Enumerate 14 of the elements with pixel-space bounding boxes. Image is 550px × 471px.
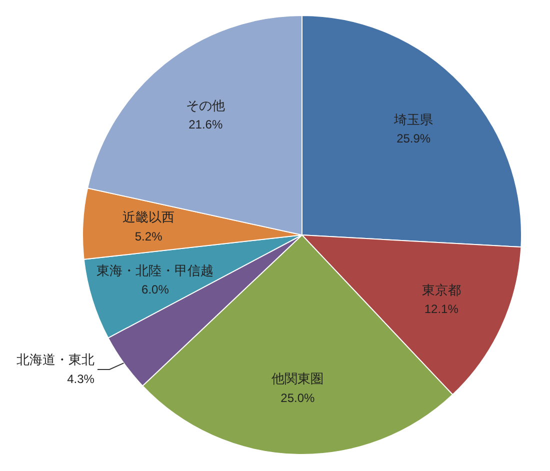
slice-label: 近畿以西 bbox=[122, 210, 175, 225]
slice-label: 北海道・東北 bbox=[16, 352, 94, 368]
data-label: 6.0% bbox=[142, 282, 170, 297]
slice-label: その他 bbox=[186, 98, 226, 113]
data-label: 4.3% bbox=[67, 372, 95, 386]
slice-label: 東京都 bbox=[422, 282, 461, 298]
data-label: 12.1% bbox=[424, 302, 459, 316]
data-label: 5.2% bbox=[134, 229, 163, 244]
slice-label: 埼玉県 bbox=[393, 112, 434, 127]
slice-label: 東海・北陸・甲信越 bbox=[96, 262, 214, 278]
data-label: 21.6% bbox=[188, 118, 223, 132]
data-label: 25.0% bbox=[280, 390, 315, 405]
slice-label: 他関東圏 bbox=[272, 371, 324, 386]
data-label: 25.9% bbox=[396, 132, 431, 146]
